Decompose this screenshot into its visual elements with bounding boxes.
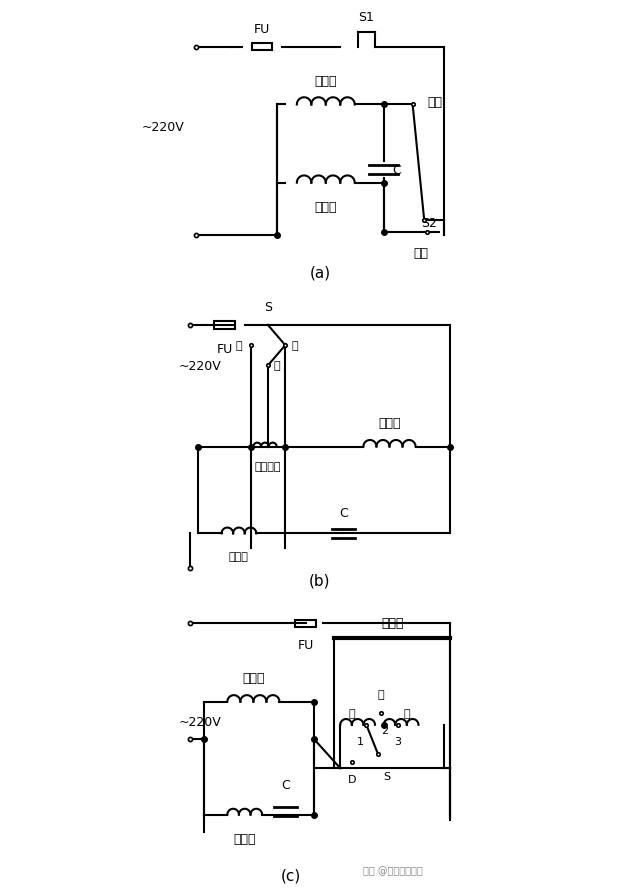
Text: ~220V: ~220V [141,121,184,133]
Text: S: S [264,301,272,314]
Text: (c): (c) [281,868,301,883]
Text: FU: FU [216,343,232,356]
Text: 低: 低 [236,341,242,350]
Text: 副绕组: 副绕组 [234,832,256,845]
Text: C: C [392,164,401,177]
Text: (a): (a) [309,266,331,281]
Text: S2: S2 [421,216,437,230]
Text: ~220V: ~220V [178,715,221,729]
Bar [252,44,272,51]
Text: D: D [348,774,356,784]
Text: 高: 高 [348,708,355,719]
Text: 低: 低 [404,708,411,719]
Text: S1: S1 [358,12,374,24]
Text: 3: 3 [395,737,402,746]
Text: C: C [339,506,348,519]
Bar [214,322,235,329]
Text: 正转: 正转 [427,96,442,109]
Text: 高: 高 [291,341,298,350]
Text: C: C [281,779,290,791]
Text: 头条 @技成电工课堂: 头条 @技成电工课堂 [362,865,422,875]
Text: 中: 中 [274,361,280,371]
Bar [296,620,316,628]
Text: 副绕组: 副绕组 [229,551,249,561]
Bar [335,638,451,768]
Text: 电抗器: 电抗器 [381,617,404,629]
Text: 辅助绕组: 辅助绕组 [255,461,281,471]
Text: 1: 1 [357,737,364,746]
Text: FU: FU [298,638,314,651]
Text: 主绕组: 主绕组 [242,671,265,685]
Text: S: S [384,772,391,781]
Text: 主绕组: 主绕组 [314,75,337,88]
Text: 2: 2 [381,725,388,735]
Text: (b): (b) [309,572,331,587]
Text: 反转: 反转 [414,247,429,260]
Text: FU: FU [254,23,270,36]
Text: 副绕组: 副绕组 [314,201,337,214]
Text: 中: 中 [378,689,384,699]
Text: 主绕组: 主绕组 [378,417,401,430]
Text: ~220V: ~220V [178,359,221,373]
